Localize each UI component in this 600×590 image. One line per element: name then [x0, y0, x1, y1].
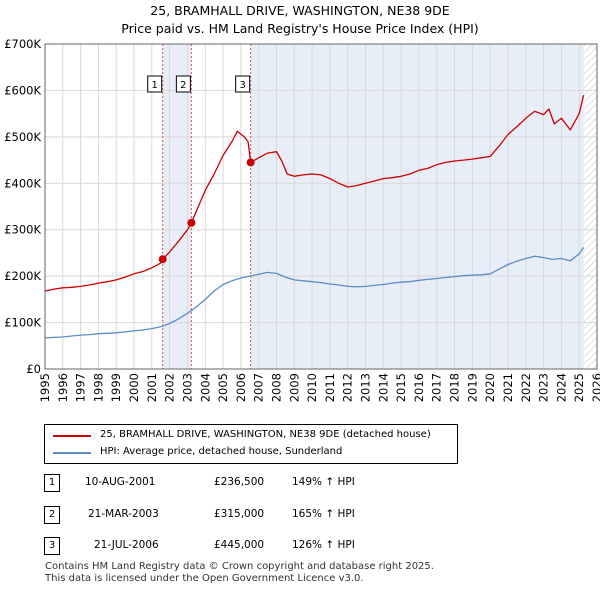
legend-swatch-price	[53, 435, 91, 437]
transaction-number: 1	[44, 474, 60, 492]
x-tick-label: 2012	[341, 373, 355, 402]
x-tick-label: 2022	[519, 373, 533, 402]
x-tick-label: 2019	[465, 373, 479, 402]
y-tick-label: £200K	[4, 269, 41, 283]
x-tick-label: 1998	[91, 373, 105, 402]
transaction-date: 21-JUL-2006	[94, 539, 159, 551]
y-tick-label: £400K	[4, 176, 41, 190]
transaction-number: 3	[44, 537, 60, 555]
y-tick-label: £500K	[4, 130, 41, 144]
transaction-box	[175, 75, 191, 93]
transaction-price: £236,500	[214, 476, 265, 488]
transaction-number: 2	[44, 506, 60, 524]
x-tick-label: 2017	[430, 373, 444, 402]
x-tick-label: 1997	[74, 373, 88, 402]
sale-point	[187, 218, 196, 227]
x-tick-label: 2024	[554, 373, 568, 402]
x-tick-label: 2016	[412, 373, 426, 402]
y-tick-label: £0	[26, 362, 41, 376]
hpi-line	[44, 247, 585, 339]
legend: 25, BRAMHALL DRIVE, WASHINGTON, NE38 9DE…	[44, 424, 458, 464]
transaction-hpi: 126% ↑ HPI	[292, 539, 355, 551]
x-tick-label: 2018	[448, 373, 462, 402]
forecast-hatch	[583, 44, 597, 369]
x-tick-label: 2007	[252, 373, 266, 402]
price-paid-line	[44, 94, 585, 292]
ownership-shade	[162, 44, 192, 369]
transaction-date: 10-AUG-2001	[85, 476, 156, 488]
x-tick-label: 2009	[287, 373, 301, 402]
x-tick-label: 2006	[234, 373, 248, 402]
transaction-price: £315,000	[214, 508, 265, 520]
x-tick-label: 2008	[269, 373, 283, 402]
x-tick-label: 2020	[483, 373, 497, 402]
legend-label-price: 25, BRAMHALL DRIVE, WASHINGTON, NE38 9DE…	[100, 429, 431, 440]
transaction-box-label: 3	[239, 80, 245, 91]
ownership-shade	[250, 44, 584, 369]
x-tick-label: 2015	[394, 373, 408, 402]
y-tick-label: £600K	[4, 83, 41, 97]
x-tick-label: 1999	[109, 373, 123, 402]
legend-label-hpi: HPI: Average price, detached house, Sund…	[100, 446, 343, 457]
x-tick-label: 2005	[216, 373, 230, 402]
x-tick-label: 2021	[501, 373, 515, 402]
y-tick-label: £300K	[4, 223, 41, 237]
transaction-date: 21-MAR-2003	[88, 508, 159, 520]
price-chart: 1 2 3 £0 £100K £200K £300K £400K £500K £600K £700K…	[4, 37, 600, 402]
transaction-box	[147, 75, 163, 93]
x-tick-label: 2026	[590, 373, 600, 402]
x-tick-label: 2003	[180, 373, 194, 402]
legend-swatch-hpi	[53, 452, 91, 454]
transaction-hpi: 165% ↑ HPI	[292, 508, 355, 520]
transaction-price: £445,000	[214, 539, 265, 551]
x-tick-label: 2000	[127, 373, 141, 402]
x-tick-label: 2004	[198, 373, 212, 402]
sale-point	[246, 158, 255, 167]
x-tick-label: 2002	[163, 373, 177, 402]
x-tick-label: 2010	[305, 373, 319, 402]
footer-copyright: Contains HM Land Registry data © Crown c…	[45, 561, 434, 572]
x-tick-label: 2011	[323, 373, 337, 402]
chart-subtitle: Price paid vs. HM Land Registry's House …	[121, 21, 479, 36]
x-tick-label: 2001	[145, 373, 159, 402]
transaction-box-label: 2	[180, 80, 186, 91]
x-tick-label: 2013	[359, 373, 373, 402]
x-tick-label: 1996	[56, 373, 70, 402]
x-tick-label: 2014	[376, 373, 390, 402]
y-tick-label: £100K	[4, 316, 41, 330]
sale-point	[158, 255, 167, 264]
x-tick-label: 1995	[38, 373, 52, 402]
plot-frame	[44, 43, 598, 370]
transaction-box	[235, 75, 251, 93]
transaction-hpi: 149% ↑ HPI	[292, 476, 355, 488]
transaction-box-label: 1	[152, 80, 158, 91]
x-tick-label: 2023	[537, 373, 551, 402]
y-tick-label: £700K	[4, 37, 41, 51]
x-tick-label: 2025	[572, 373, 586, 402]
chart-title: 25, BRAMHALL DRIVE, WASHINGTON, NE38 9DE	[150, 3, 450, 18]
footer-licence: This data is licensed under the Open Gov…	[45, 573, 364, 584]
